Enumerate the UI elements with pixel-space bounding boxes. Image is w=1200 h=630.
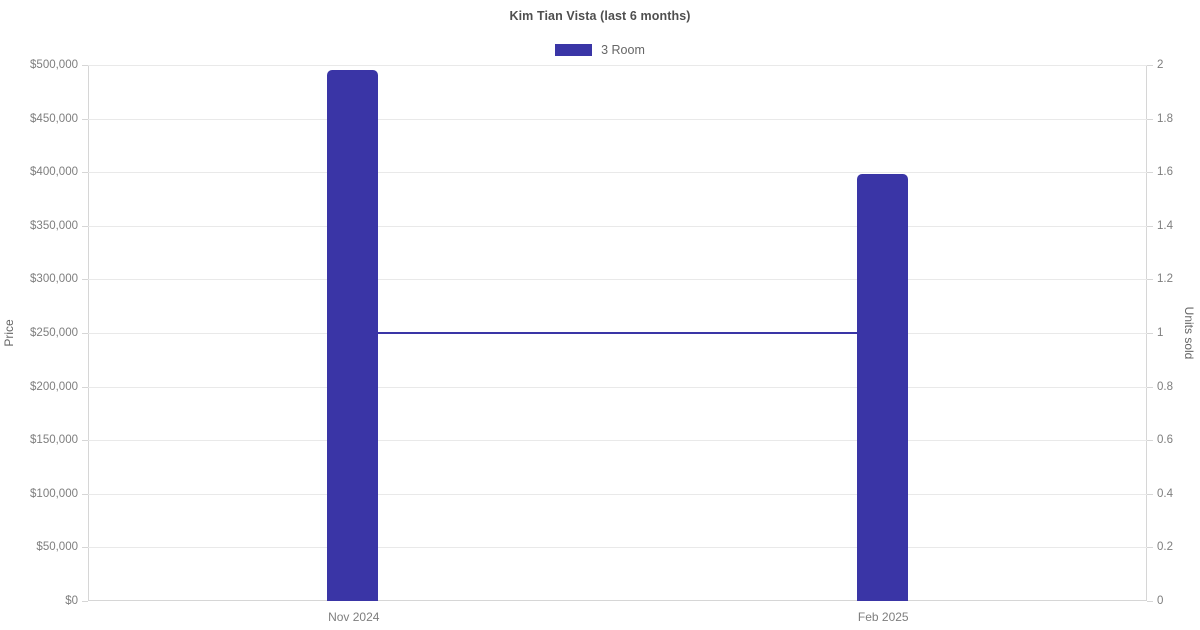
left-axis-tick-label: $450,000 <box>30 112 78 125</box>
chart-title: Kim Tian Vista (last 6 months) <box>509 9 691 23</box>
right-tick-mark <box>1147 279 1153 281</box>
left-axis-tick-label: $50,000 <box>36 541 78 554</box>
right-tick-mark <box>1147 386 1153 388</box>
left-axis-tick-label: $350,000 <box>30 219 78 232</box>
left-axis-tick-label: $300,000 <box>30 273 78 286</box>
gridline <box>88 440 1147 442</box>
left-axis-title: Price <box>2 319 16 347</box>
units-sold-line <box>352 331 883 335</box>
left-tick-mark <box>82 172 88 174</box>
right-axis-tick-label: 0.2 <box>1157 541 1173 554</box>
left-axis-tick-label: $500,000 <box>30 59 78 71</box>
right-axis-tick-label: 0.4 <box>1157 487 1173 500</box>
right-axis-tick-label: 1.2 <box>1157 273 1173 286</box>
x-axis-tick-label: Feb 2025 <box>857 610 909 624</box>
price-bar-nov-2024 <box>327 70 379 601</box>
right-axis-tick-label: 1.4 <box>1157 219 1173 232</box>
x-axis-tick-label: Nov 2024 <box>328 610 380 624</box>
left-axis-tick-label: $100,000 <box>30 487 78 500</box>
left-tick-mark <box>82 493 88 495</box>
right-tick-mark <box>1147 118 1153 120</box>
right-tick-mark <box>1147 65 1153 66</box>
left-axis-tick-label: $250,000 <box>30 327 78 339</box>
legend-swatch-icon <box>555 44 593 56</box>
right-tick-mark <box>1147 172 1153 174</box>
left-axis-tick-label: $400,000 <box>30 166 78 179</box>
chart-legend: 3 Room <box>0 43 1200 57</box>
right-tick-mark <box>1147 493 1153 495</box>
right-axis-tick-label: 1.8 <box>1157 112 1173 125</box>
gridline <box>88 279 1147 281</box>
right-axis-title: Units sold <box>1182 306 1196 360</box>
legend-item-3-room[interactable]: 3 Room <box>555 43 645 57</box>
left-axis-tick-label: $200,000 <box>30 380 78 393</box>
legend-label: 3 Room <box>601 43 645 57</box>
left-tick-mark <box>82 333 88 334</box>
right-axis-tick-label: 0.6 <box>1157 434 1173 447</box>
left-tick-mark <box>82 118 88 120</box>
right-tick-mark <box>1147 440 1153 442</box>
right-tick-mark <box>1147 601 1153 602</box>
x-axis-line <box>88 600 1147 601</box>
right-axis-tick-label: 0 <box>1157 595 1164 607</box>
left-tick-mark <box>82 225 88 227</box>
left-tick-mark <box>82 279 88 281</box>
right-axis-tick-label: 0.8 <box>1157 380 1173 393</box>
right-tick-mark <box>1147 333 1153 334</box>
gridline <box>88 225 1147 227</box>
left-tick-mark <box>82 601 88 602</box>
left-axis-tick-label: $150,000 <box>30 434 78 447</box>
right-axis-tick-label: 1 <box>1157 327 1164 339</box>
gridline <box>88 65 1147 66</box>
gridline <box>88 493 1147 495</box>
right-tick-mark <box>1147 547 1153 549</box>
price-bar-feb-2025 <box>856 174 908 601</box>
gridline <box>88 547 1147 549</box>
right-axis-tick-label: 2 <box>1157 59 1164 71</box>
gridline <box>88 118 1147 120</box>
gridline <box>88 172 1147 174</box>
left-tick-mark <box>82 547 88 549</box>
left-tick-mark <box>82 65 88 66</box>
plot-area <box>88 65 1147 601</box>
gridline <box>88 386 1147 388</box>
left-tick-mark <box>82 440 88 442</box>
right-tick-mark <box>1147 225 1153 227</box>
right-axis-tick-label: 1.6 <box>1157 166 1173 179</box>
left-tick-mark <box>82 386 88 388</box>
left-axis-tick-label: $0 <box>65 595 78 607</box>
